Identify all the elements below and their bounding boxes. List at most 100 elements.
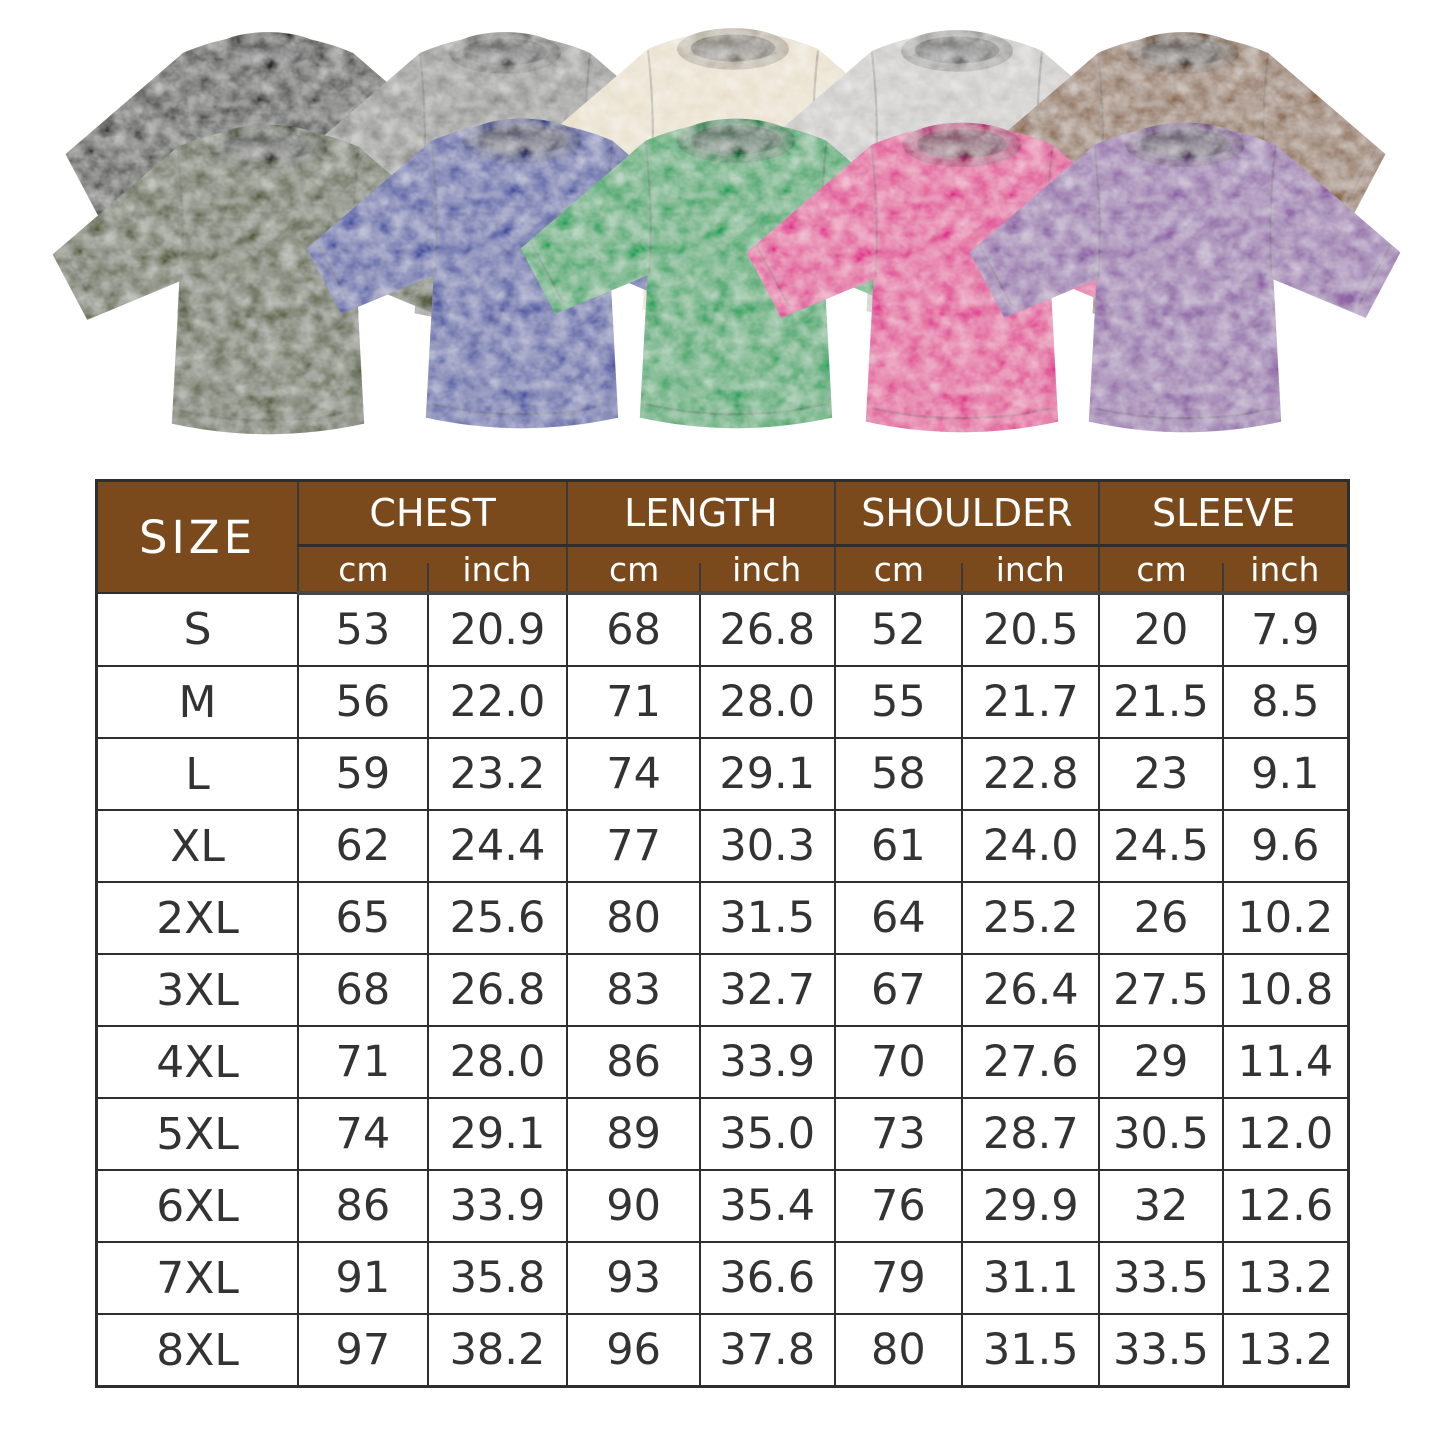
cell-sleeve-cm: 27.5 (1098, 953, 1224, 1027)
cell-size: 4XL (95, 1025, 300, 1099)
cell-sleeve-inch: 7.9 (1221, 592, 1350, 667)
cell-chest-cm: 91 (297, 1241, 429, 1315)
cell-length-inch: 32.7 (698, 953, 836, 1027)
cell-sleeve-cm: 33.5 (1098, 1241, 1224, 1315)
cell-length-cm: 93 (566, 1241, 701, 1315)
cell-sleeve-cm: 20 (1098, 592, 1224, 667)
table-row: 8XL 97 38.2 96 37.8 80 31.5 33.5 13.2 (95, 1313, 1350, 1388)
column-header-length: LENGTH (566, 480, 835, 547)
unit-header-shoulder-inch: inch (961, 545, 1100, 595)
cell-shoulder-inch: 25.2 (961, 881, 1101, 955)
cell-shoulder-cm: 79 (833, 1241, 964, 1315)
cell-shoulder-cm: 80 (833, 1313, 964, 1388)
tshirt-purple (935, 114, 1435, 451)
column-header-shoulder: SHOULDER (833, 480, 1100, 547)
cell-chest-inch: 25.6 (426, 881, 569, 955)
cell-shoulder-cm: 61 (833, 809, 964, 883)
cell-length-inch: 31.5 (698, 881, 836, 955)
cell-size: XL (95, 809, 300, 883)
cell-shoulder-inch: 31.1 (961, 1241, 1101, 1315)
column-header-sleeve: SLEEVE (1098, 480, 1349, 547)
cell-size: 2XL (95, 881, 300, 955)
cell-chest-cm: 59 (297, 737, 429, 811)
cell-length-inch: 37.8 (698, 1313, 836, 1388)
header-group-row: SIZE CHEST LENGTH SHOULDER SLEEVE (96, 480, 1349, 593)
table-row: 6XL 86 33.9 90 35.4 76 29.9 32 12.6 (95, 1169, 1350, 1243)
unit-header-shoulder-cm: cm (833, 545, 963, 595)
cell-length-cm: 96 (566, 1313, 701, 1388)
cell-sleeve-inch: 10.2 (1221, 881, 1350, 955)
cell-size: 5XL (95, 1097, 300, 1171)
unit-header-length-cm: cm (566, 545, 700, 595)
cell-sleeve-inch: 12.6 (1221, 1169, 1350, 1243)
column-header-chest: CHEST (297, 480, 568, 547)
cell-sleeve-inch: 12.0 (1221, 1097, 1350, 1171)
cell-length-inch: 35.4 (698, 1169, 836, 1243)
cell-shoulder-cm: 64 (833, 881, 964, 955)
cell-chest-inch: 23.2 (426, 737, 569, 811)
cell-chest-inch: 35.8 (426, 1241, 569, 1315)
cell-chest-cm: 71 (297, 1025, 429, 1099)
cell-chest-inch: 29.1 (426, 1097, 569, 1171)
cell-shoulder-cm: 67 (833, 953, 964, 1027)
cell-length-inch: 35.0 (698, 1097, 836, 1171)
unit-header-chest-inch: inch (426, 545, 568, 595)
cell-chest-cm: 97 (297, 1313, 429, 1388)
cell-shoulder-cm: 70 (833, 1025, 964, 1099)
table-row: 4XL 71 28.0 86 33.9 70 27.6 29 11.4 (95, 1025, 1350, 1099)
cell-chest-inch: 28.0 (426, 1025, 569, 1099)
cell-length-cm: 83 (566, 953, 701, 1027)
cell-shoulder-cm: 55 (833, 665, 964, 739)
cell-shoulder-inch: 24.0 (961, 809, 1101, 883)
cell-sleeve-inch: 11.4 (1221, 1025, 1350, 1099)
table-row: L 59 23.2 74 29.1 58 22.8 23 9.1 (95, 737, 1350, 811)
cell-chest-inch: 38.2 (426, 1313, 569, 1388)
cell-chest-cm: 56 (297, 665, 429, 739)
cell-chest-cm: 68 (297, 953, 429, 1027)
cell-sleeve-inch: 13.2 (1221, 1241, 1350, 1315)
cell-sleeve-cm: 21.5 (1098, 665, 1224, 739)
cell-size: M (95, 665, 300, 739)
unit-header-sleeve-cm: cm (1098, 545, 1223, 595)
header-unit-row: cm inch cm inch cm inch cm inch (97, 545, 1349, 595)
table-row: 7XL 91 35.8 93 36.6 79 31.1 33.5 13.2 (95, 1241, 1350, 1315)
cell-shoulder-cm: 58 (833, 737, 964, 811)
cell-length-cm: 74 (566, 737, 701, 811)
cell-sleeve-cm: 29 (1098, 1025, 1224, 1099)
cell-shoulder-cm: 73 (833, 1097, 964, 1171)
cell-shoulder-inch: 29.9 (961, 1169, 1101, 1243)
cell-length-cm: 89 (566, 1097, 701, 1171)
cell-shoulder-inch: 22.8 (961, 737, 1101, 811)
cell-length-inch: 30.3 (698, 809, 836, 883)
cell-chest-inch: 22.0 (426, 665, 569, 739)
table-row: 2XL 65 25.6 80 31.5 64 25.2 26 10.2 (95, 881, 1350, 955)
cell-sleeve-cm: 24.5 (1098, 809, 1224, 883)
cell-length-cm: 90 (566, 1169, 701, 1243)
cell-size: 6XL (95, 1169, 300, 1243)
cell-length-inch: 36.6 (698, 1241, 836, 1315)
cell-shoulder-cm: 52 (833, 592, 964, 667)
cell-sleeve-cm: 33.5 (1098, 1313, 1224, 1388)
cell-sleeve-cm: 23 (1098, 737, 1224, 811)
unit-header-sleeve-inch: inch (1221, 545, 1349, 595)
cell-length-inch: 26.8 (698, 592, 836, 667)
cell-sleeve-cm: 32 (1098, 1169, 1224, 1243)
cell-chest-inch: 20.9 (426, 592, 569, 667)
size-chart-header: SIZE CHEST LENGTH SHOULDER SLEEVE cm inc… (96, 480, 1349, 595)
unit-header-chest-cm: cm (297, 545, 428, 595)
cell-shoulder-inch: 20.5 (961, 592, 1101, 667)
cell-size: S (95, 592, 300, 667)
cell-size: 8XL (95, 1313, 300, 1388)
cell-chest-cm: 74 (297, 1097, 429, 1171)
cell-sleeve-inch: 10.8 (1221, 953, 1350, 1027)
column-header-size: SIZE (96, 480, 300, 593)
cell-size: L (95, 737, 300, 811)
cell-chest-cm: 86 (297, 1169, 429, 1243)
size-table-body: S 53 20.9 68 26.8 52 20.5 20 7.9 M 56 22.0 71 28.0 55 2… (95, 592, 1350, 1388)
cell-sleeve-cm: 26 (1098, 881, 1224, 955)
table-row: 3XL 68 26.8 83 32.7 67 26.4 27.5 10.8 (95, 953, 1350, 1027)
cell-sleeve-inch: 13.2 (1221, 1313, 1350, 1388)
cell-shoulder-inch: 27.6 (961, 1025, 1101, 1099)
cell-size: 3XL (95, 953, 300, 1027)
cell-shoulder-inch: 28.7 (961, 1097, 1101, 1171)
